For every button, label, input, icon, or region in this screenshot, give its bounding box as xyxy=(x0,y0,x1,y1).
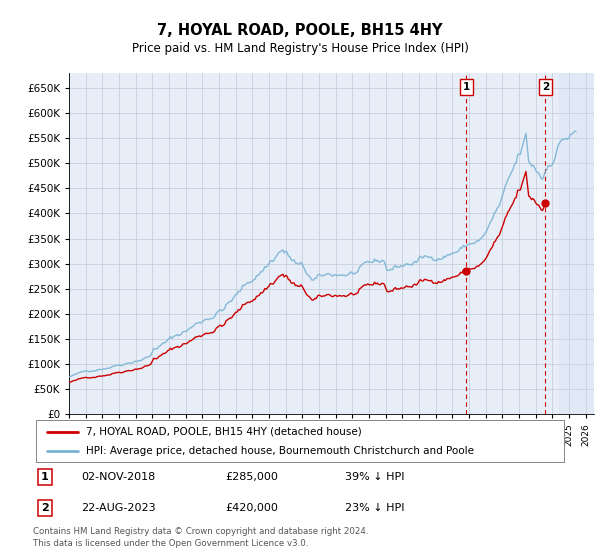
Bar xyxy=(559,73,594,414)
Text: 22-AUG-2023: 22-AUG-2023 xyxy=(81,503,155,513)
Text: 02-NOV-2018: 02-NOV-2018 xyxy=(81,472,155,482)
Text: 1: 1 xyxy=(41,472,49,482)
Text: 7, HOYAL ROAD, POOLE, BH15 4HY (detached house): 7, HOYAL ROAD, POOLE, BH15 4HY (detached… xyxy=(86,427,362,437)
Text: 7, HOYAL ROAD, POOLE, BH15 4HY: 7, HOYAL ROAD, POOLE, BH15 4HY xyxy=(157,24,443,38)
Text: Contains HM Land Registry data © Crown copyright and database right 2024.
This d: Contains HM Land Registry data © Crown c… xyxy=(33,527,368,548)
Bar xyxy=(559,73,594,414)
Text: £285,000: £285,000 xyxy=(225,472,278,482)
Text: HPI: Average price, detached house, Bournemouth Christchurch and Poole: HPI: Average price, detached house, Bour… xyxy=(86,446,474,456)
Text: 23% ↓ HPI: 23% ↓ HPI xyxy=(345,503,404,513)
Text: £420,000: £420,000 xyxy=(225,503,278,513)
Text: Price paid vs. HM Land Registry's House Price Index (HPI): Price paid vs. HM Land Registry's House … xyxy=(131,42,469,55)
Text: 2: 2 xyxy=(41,503,49,513)
Text: 39% ↓ HPI: 39% ↓ HPI xyxy=(345,472,404,482)
Text: 2: 2 xyxy=(542,82,549,92)
Text: 1: 1 xyxy=(463,82,470,92)
